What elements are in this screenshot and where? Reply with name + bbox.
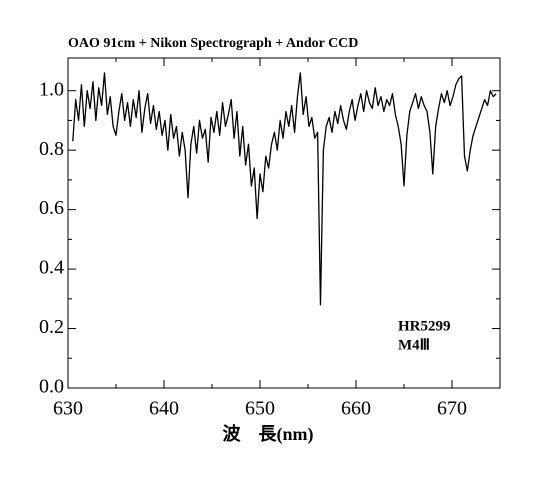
annotation: M4Ⅲ — [398, 337, 430, 353]
x-axis-label: 波 長(nm) — [223, 423, 314, 445]
plot-frame — [67, 57, 501, 389]
x-tick-label: 630 — [53, 398, 83, 420]
y-tick-label: 1.0 — [39, 78, 64, 100]
y-tick-label: 0.4 — [39, 257, 64, 279]
x-tick-label: 640 — [149, 398, 179, 420]
x-tick-label: 670 — [437, 398, 467, 420]
spectrum-line — [72, 72, 497, 306]
y-tick-label: 0.2 — [39, 316, 64, 338]
chart-title: OAO 91cm + Nikon Spectrograph + Andor CC… — [68, 36, 358, 51]
annotation: HR5299 — [398, 318, 451, 334]
x-tick-label: 660 — [341, 398, 371, 420]
y-tick-label: 0.6 — [39, 197, 64, 219]
y-tick-label: 0.0 — [39, 376, 64, 398]
y-tick-label: 0.8 — [39, 138, 64, 160]
x-tick-label: 650 — [245, 398, 275, 420]
